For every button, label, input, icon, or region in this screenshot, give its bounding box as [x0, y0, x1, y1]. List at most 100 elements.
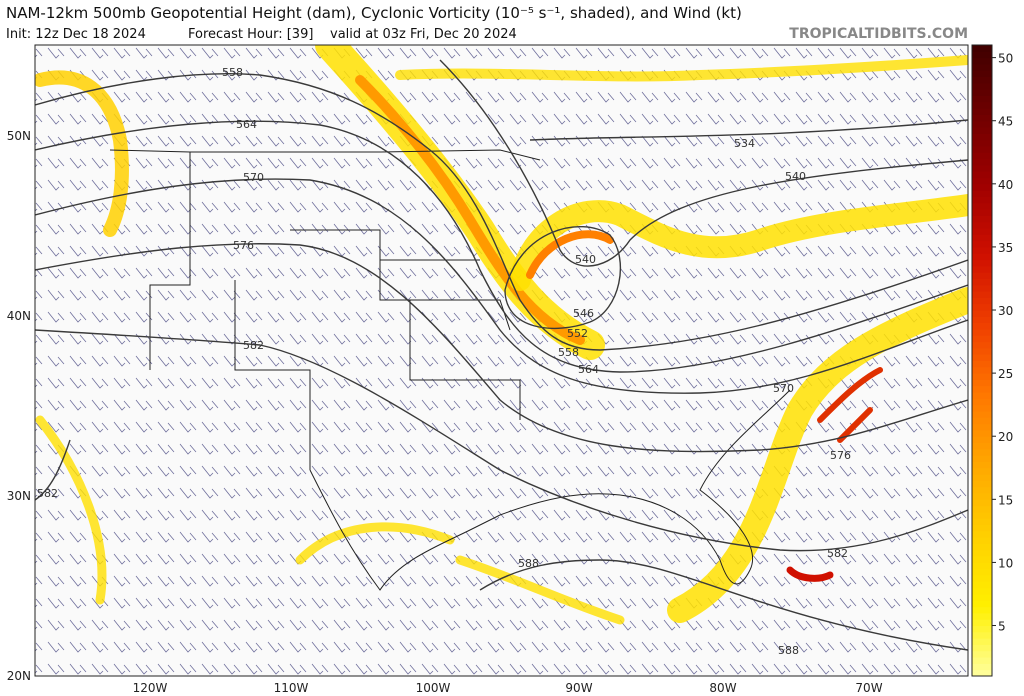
watermark: TROPICALTIDBITS.COM	[789, 26, 968, 42]
contour-label: 564	[236, 118, 257, 131]
colorbar-step	[972, 164, 992, 172]
colorbar-step	[972, 316, 992, 324]
colorbar-step	[972, 82, 992, 90]
colorbar-step	[972, 568, 992, 576]
colorbar-step	[972, 158, 992, 166]
colorbar-tick-label: 10	[998, 556, 1013, 570]
height-contours	[35, 59, 968, 651]
colorbar-step	[972, 108, 992, 115]
colorbar-step	[972, 417, 992, 425]
valid-time: valid at 03z Fri, Dec 20 2024	[330, 27, 517, 42]
colorbar-step	[972, 310, 992, 317]
colorbar-step	[972, 663, 992, 671]
colorbar-step	[972, 51, 992, 59]
contour-labels: 558 564 570 576 582 582 534 540 540 546 …	[37, 66, 851, 657]
lat-label: 50N	[7, 129, 31, 143]
lon-label: 70W	[855, 681, 882, 695]
colorbar-step	[972, 114, 992, 122]
colorbar-step	[972, 410, 992, 418]
colorbar-tick-label: 35	[998, 241, 1013, 255]
contour-label: 582	[243, 339, 264, 352]
colorbar-step	[972, 171, 992, 179]
colorbar-step	[972, 606, 992, 614]
colorbar-step	[972, 404, 992, 412]
lon-label: 100W	[416, 681, 451, 695]
colorbar-step	[972, 76, 992, 84]
colorbar-step	[972, 196, 992, 204]
colorbar-step	[972, 284, 992, 292]
colorbar-tick-label: 40	[998, 178, 1013, 192]
colorbar-step	[972, 57, 992, 65]
colorbar-step	[972, 127, 992, 134]
colorbar-step	[972, 442, 992, 450]
colorbar-step	[972, 638, 992, 645]
colorbar-step	[972, 556, 992, 563]
colorbar-step	[972, 101, 992, 109]
colorbar-step	[972, 63, 992, 71]
colorbar-tick-label: 25	[998, 367, 1013, 381]
colorbar-step	[972, 587, 992, 595]
colorbar-step	[972, 177, 992, 185]
colorbar-step	[972, 253, 992, 261]
colorbar-step	[972, 493, 992, 500]
colorbar-step	[972, 455, 992, 462]
lat-label: 20N	[7, 669, 31, 683]
colorbar-frame	[971, 44, 993, 677]
contour-label: 588	[778, 644, 799, 657]
lat-label: 40N	[7, 309, 31, 323]
colorbar-step	[972, 234, 992, 242]
colorbar-step	[972, 360, 992, 368]
colorbar-step	[972, 499, 992, 507]
colorbar-tick-label: 5	[998, 620, 1006, 634]
colorbar-step	[972, 215, 992, 223]
colorbar-tick-label: 15	[998, 493, 1013, 507]
contour-label: 546	[573, 307, 594, 320]
colorbar-step	[972, 291, 992, 298]
contour-label: 576	[830, 449, 851, 462]
colorbar-step	[972, 227, 992, 235]
colorbar-step	[972, 436, 992, 444]
contour-label: 540	[785, 170, 806, 183]
colorbar-step	[972, 549, 992, 557]
colorbar-step	[972, 581, 992, 589]
colorbar-step	[972, 631, 992, 639]
colorbar-step	[972, 341, 992, 349]
colorbar-step	[972, 474, 992, 481]
contour-label: 582	[37, 487, 58, 500]
colorbar-step	[972, 354, 992, 361]
colorbar-step	[972, 89, 992, 96]
colorbar-step	[972, 511, 992, 519]
colorbar-step	[972, 448, 992, 456]
contour-label: 576	[233, 239, 254, 252]
map: 558 564 570 576 582 582 534 540 540 546 …	[35, 45, 968, 676]
colorbar-step	[972, 429, 992, 437]
colorbar-step	[972, 328, 992, 336]
colorbar-step	[972, 202, 992, 210]
colorbar-step	[972, 575, 992, 582]
contour-label: 564	[578, 363, 599, 376]
lon-labels: 120W 110W 100W 90W 80W 70W	[133, 681, 883, 695]
colorbar-step	[972, 139, 992, 147]
contour-label: 570	[773, 382, 794, 395]
lat-labels: 50N 40N 30N 20N	[7, 129, 31, 683]
contour-label: 552	[567, 327, 588, 340]
colorbar-step	[972, 657, 992, 664]
contour-label: 534	[734, 137, 755, 150]
contour-label: 558	[558, 346, 579, 359]
colorbar-step	[972, 152, 992, 160]
init-time: Init: 12z Dec 18 2024	[6, 27, 146, 42]
colorbar-step	[972, 644, 992, 652]
colorbar-tick-label: 50	[998, 52, 1013, 66]
colorbar-step	[972, 190, 992, 197]
contour-label: 558	[222, 66, 243, 79]
colorbar-step	[972, 335, 992, 343]
colorbar-step	[972, 518, 992, 526]
contour-label: 582	[827, 547, 848, 560]
colorbar-step	[972, 95, 992, 103]
colorbar-step	[972, 423, 992, 431]
colorbar-step	[972, 650, 992, 658]
colorbar-step	[972, 120, 992, 128]
colorbar-tick-label: 45	[998, 115, 1013, 129]
forecast-hour: Forecast Hour: [39]	[188, 27, 313, 42]
colorbar-step	[972, 612, 992, 620]
